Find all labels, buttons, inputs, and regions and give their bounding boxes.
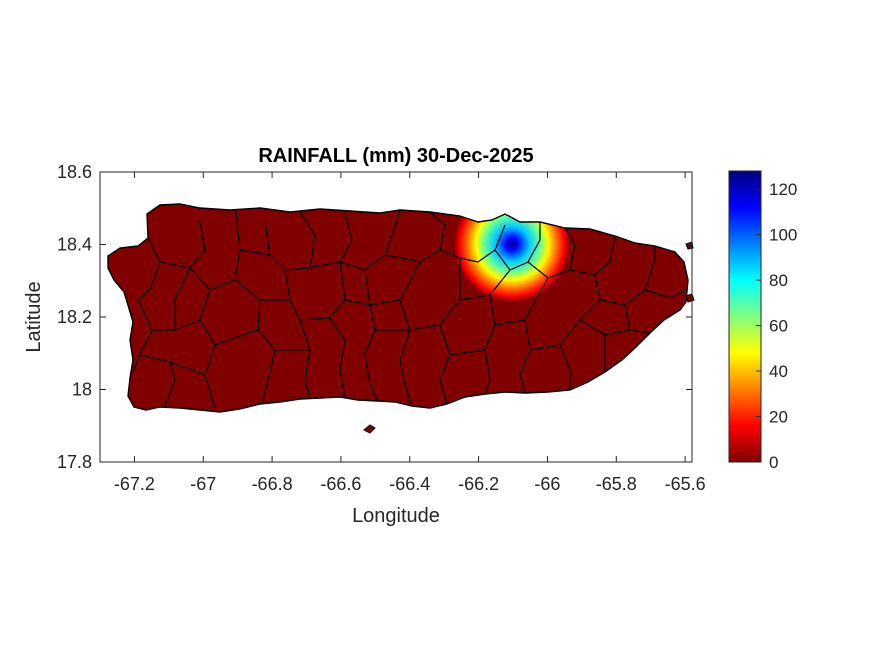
map-title: RAINFALL (mm) 30-Dec-2025 [258, 145, 533, 167]
x-tick-label: -65.6 [665, 474, 706, 494]
islet-caja-de-muertos [363, 424, 376, 434]
y-tick-label: 18 [72, 380, 92, 400]
y-axis-label: Latitude [23, 281, 45, 352]
y-tick-label: 17.8 [57, 452, 92, 472]
x-axis-ticks: -67.2 -67 -66.8 -66.6 -66.4 -66.2 -66 -65.8 -65.… [114, 172, 706, 494]
x-tick-label: -67.2 [114, 474, 155, 494]
colorbar-tick-label: 0 [769, 453, 778, 472]
colorbar-ticks: 0 20 40 60 80 100 120 [756, 180, 797, 472]
colorbar-tick-label: 100 [769, 226, 797, 245]
colorbar: 0 20 40 60 80 100 120 [728, 170, 797, 472]
colorbar-tick-label: 60 [769, 317, 788, 336]
colorbar-tick-label: 20 [769, 408, 788, 427]
y-tick-label: 18.6 [57, 162, 92, 182]
y-axis-ticks: 17.8 18 18.2 18.4 18.6 [57, 162, 692, 472]
x-axis-label: Longitude [352, 505, 440, 527]
x-tick-label: -67 [190, 474, 216, 494]
colorbar-tick-label: 120 [769, 180, 797, 199]
y-tick-label: 18.2 [57, 307, 92, 327]
colorbar-tick-label: 40 [769, 362, 788, 381]
colorbar-gradient [728, 170, 762, 463]
colorbar-tick-label: 80 [769, 271, 788, 290]
x-tick-label: -66.4 [389, 474, 430, 494]
y-tick-label: 18.4 [57, 235, 92, 255]
x-tick-label: -66 [534, 474, 560, 494]
x-tick-label: -66.8 [252, 474, 293, 494]
x-tick-label: -65.8 [596, 474, 637, 494]
islet-northeast [685, 241, 694, 250]
municipal-boundaries [132, 209, 687, 409]
x-tick-label: -66.2 [458, 474, 499, 494]
x-tick-label: -66.6 [320, 474, 361, 494]
